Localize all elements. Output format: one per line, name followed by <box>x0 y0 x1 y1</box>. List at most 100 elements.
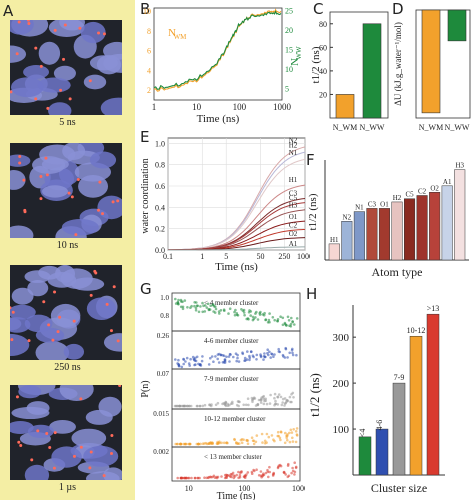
scatter-point <box>270 434 274 437</box>
molecule-blob <box>49 419 76 434</box>
water-oxygen <box>53 28 57 32</box>
series-label: C5 <box>289 194 298 202</box>
molecule-blob <box>27 424 54 439</box>
scatter-point <box>188 442 191 446</box>
scatter-point <box>212 474 216 478</box>
water-oxygen <box>88 79 92 83</box>
scatter-point <box>274 402 277 406</box>
water-oxygen <box>102 32 106 36</box>
scatter-point <box>216 357 219 361</box>
scatter-point <box>261 441 264 444</box>
water-oxygen <box>17 20 21 24</box>
y-tick-label: 80 <box>319 20 327 29</box>
scatter-point <box>235 473 238 477</box>
md-snapshot <box>10 143 122 238</box>
water-oxygen <box>94 271 98 275</box>
x-tick-label: 10 <box>185 484 193 493</box>
scatter-point <box>292 428 295 431</box>
bar-label: N1 <box>355 204 364 212</box>
y-axis-title: water coordination <box>140 158 151 233</box>
scatter-point <box>195 304 199 308</box>
md-snapshot <box>10 265 122 360</box>
scatter-point <box>249 350 253 353</box>
water-oxygen <box>62 57 66 61</box>
scatter-point <box>210 355 214 358</box>
bar <box>392 382 406 476</box>
series-label: < 13 member cluster <box>204 453 262 461</box>
water-oxygen <box>11 310 15 314</box>
scatter-point <box>283 441 287 445</box>
plot-frame <box>153 7 283 101</box>
bar <box>454 169 466 261</box>
series-label: H1 <box>289 176 298 184</box>
y-tick-label: 200 <box>333 378 350 390</box>
water-oxygen <box>23 208 27 212</box>
scatter-point <box>260 432 264 436</box>
series-label: 4-6 member cluster <box>204 337 259 345</box>
molecule-blob <box>53 65 76 81</box>
x-tick-label: 1 <box>152 102 157 112</box>
bar-label: C2 <box>418 187 427 195</box>
scatter-point <box>255 310 258 314</box>
scatter-point <box>226 402 230 406</box>
y-tick-label-left: 8 <box>147 27 151 36</box>
y-tick-label-right: 20 <box>285 26 293 35</box>
molecule-blob <box>10 304 36 320</box>
scatter-point <box>268 402 272 405</box>
x-axis-title: Time (ns) <box>215 261 258 273</box>
scatter-point <box>259 354 263 358</box>
molecule-blob <box>10 170 26 190</box>
bar-label: O1 <box>380 200 389 208</box>
series-label: H2 <box>289 142 298 150</box>
scatter-point <box>230 473 234 476</box>
panel-a: A 5 ns 10 ns 250 ns 1 µs <box>0 0 135 500</box>
scatter-point <box>235 441 238 444</box>
molecule-blob <box>38 265 61 280</box>
scatter-point <box>189 357 192 361</box>
scatter-point <box>237 476 240 480</box>
scatter-point <box>268 350 271 354</box>
scatter-point <box>185 356 189 360</box>
md-snapshot <box>10 20 122 115</box>
molecule-blob <box>62 143 86 160</box>
scatter-point <box>293 473 296 476</box>
panel-d-label: D <box>392 0 404 18</box>
scatter-point <box>220 475 223 478</box>
scatter-point <box>283 397 287 400</box>
scatter-point <box>279 315 282 318</box>
scatter-point <box>228 307 232 310</box>
scatter-point <box>243 313 246 317</box>
series-label: C3 <box>289 190 298 198</box>
scatter-point <box>256 403 260 407</box>
scatter-point <box>276 434 279 438</box>
md-snapshot <box>10 385 122 480</box>
y-tick-label: 0.07 <box>157 370 170 378</box>
scatter-point <box>255 468 258 471</box>
scatter-point <box>281 316 285 320</box>
scatter-point <box>285 434 288 438</box>
scatter-point <box>176 476 179 480</box>
scatter-point <box>289 325 293 328</box>
scatter-point <box>248 358 251 362</box>
molecule-blob <box>78 174 109 198</box>
scatter-point <box>294 430 298 433</box>
scatter-point <box>272 355 275 358</box>
scatter-point <box>225 355 228 359</box>
scatter-point <box>246 397 250 400</box>
scatter-point <box>242 311 246 314</box>
scatter-point <box>277 350 281 353</box>
plot-frame <box>415 9 471 119</box>
scatter-point <box>233 313 237 317</box>
molecule-blob <box>80 21 106 44</box>
scatter-point <box>177 358 180 362</box>
water-oxygen <box>26 20 30 22</box>
scatter-point <box>243 356 247 360</box>
scatter-point <box>279 464 283 468</box>
scatter-point <box>177 364 181 368</box>
scatter-point <box>197 442 200 446</box>
scatter-point <box>290 400 293 404</box>
scatter-point <box>279 430 283 433</box>
series-label: H3 <box>289 201 298 209</box>
